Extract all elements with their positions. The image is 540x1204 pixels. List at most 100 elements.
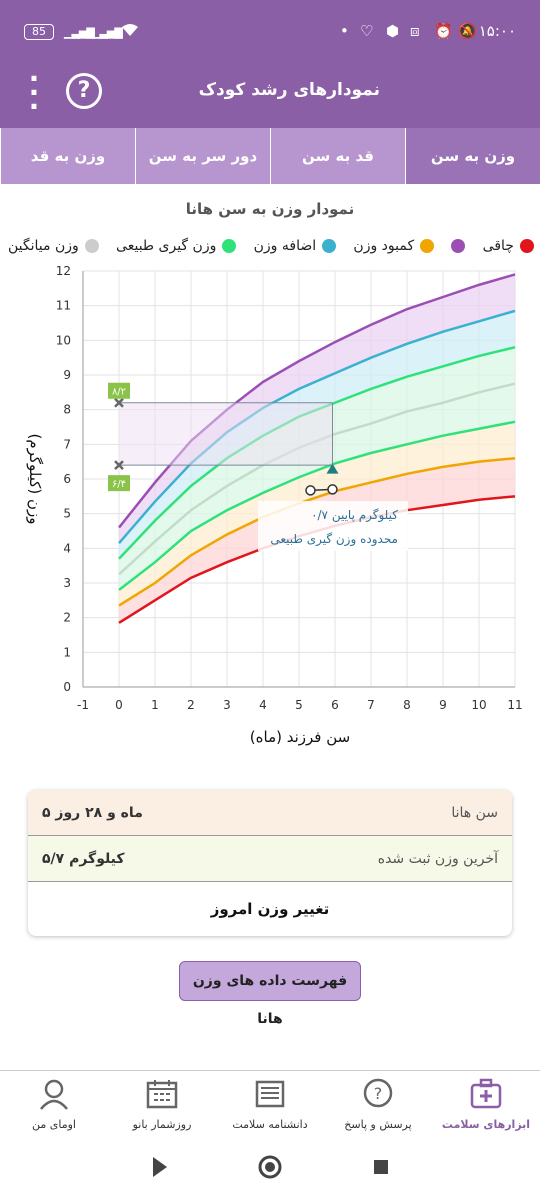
x-tick-label: 4 (259, 698, 267, 712)
chart-band (119, 458, 515, 623)
legend-dot-icon (420, 239, 435, 253)
info-card: ۵ ماه و ۲۸ روز سن هانا ۵/۷ کیلوگرم آخرین… (28, 790, 512, 936)
age-value: ۵ ماه و ۲۸ روز (42, 804, 143, 821)
weight-row: ۵/۷ کیلوگرم آخرین وزن ثبت شده (28, 836, 512, 882)
upper-value-label: ۸/۲ (112, 387, 126, 398)
nav-health-tools[interactable]: ابزارهای سلامت (436, 1071, 536, 1138)
weight-chart[interactable]: -1 0 1 2 3 4 5 6 7 8 9 10 110123456789101112۸/۲۶/۴۰/… (0, 255, 540, 725)
y-tick-label: 6 (63, 472, 71, 486)
normal-range-triangle (326, 463, 339, 474)
lower-value-label: ۶/۴ (112, 479, 126, 490)
heart-icon: ♡ (360, 22, 374, 40)
signal-icon: ▁▃▅▇ (64, 26, 95, 39)
home-icon[interactable] (258, 1155, 282, 1179)
legend-item-normal: وزن گیری طبیعی (116, 238, 237, 254)
upper-value-badge (108, 382, 130, 399)
lower-x-marker (114, 460, 124, 471)
x-tick-label: -1 (77, 698, 89, 712)
signal-icon-2: ▁▃▅▇ (92, 26, 123, 39)
series-line (118, 456, 516, 607)
legend-item-overweight: اضافه وزن (254, 238, 337, 254)
chart-band (119, 421, 515, 606)
nav-calendar[interactable]: روزشمار بانو (112, 1071, 212, 1138)
recents-icon[interactable] (374, 1160, 388, 1174)
legend-item-average: وزن میانگین (8, 238, 99, 254)
bell-off-icon: 🔕 (458, 22, 477, 40)
upper-x-marker (114, 397, 124, 408)
chart-band (119, 274, 515, 544)
y-axis-label: وزن (کیلوگرم) (26, 433, 44, 524)
system-nav-bar (0, 1140, 540, 1200)
annotation-line-2: محدوده وزن گیری طبیعی (270, 532, 398, 547)
weight-value: ۵/۷ کیلوگرم (42, 850, 125, 867)
battery-indicator: 85 (24, 24, 54, 40)
annotation-box (258, 501, 408, 551)
bottom-nav: ابزارهای سلامت ? پرسش و پاسخ دانشنامه سل… (0, 1070, 540, 1138)
change-weight-button[interactable]: تغییر وزن امروز (210, 900, 330, 918)
legend-dot-icon (519, 239, 534, 253)
x-tick-label: 11 (507, 698, 522, 712)
nav-encyclopedia[interactable]: دانشنامه سلامت (220, 1071, 320, 1138)
app-bar: · · · ? نمودارهای رشد کودک (0, 60, 540, 128)
medical-bag-icon (470, 1078, 502, 1109)
svg-text:?: ? (374, 1084, 383, 1103)
y-tick-label: 7 (63, 437, 71, 451)
x-tick-label: 1 (151, 698, 159, 712)
legend-item-obese-purple (451, 238, 466, 254)
y-tick-label: 3 (63, 576, 71, 590)
user-profile-icon (40, 1079, 68, 1110)
newspaper-icon (255, 1080, 285, 1108)
y-tick-label: 8 (63, 403, 71, 417)
back-icon[interactable] (153, 1157, 167, 1177)
series-line (118, 420, 516, 591)
clock: ۱۵:۰۰ (478, 22, 516, 40)
child-weight-point (327, 484, 338, 495)
legend-item-obese: چاقی (483, 238, 534, 254)
nav-qa[interactable]: ? پرسش و پاسخ (328, 1071, 428, 1138)
x-tick-label: 6 (331, 698, 339, 712)
weight-label: آخرین وزن ثبت شده (377, 850, 498, 867)
x-axis-label: سن فرزند (ماه) (249, 728, 351, 746)
y-tick-label: 4 (63, 541, 71, 555)
child-point-start (305, 485, 316, 496)
page-title: نمودارهای رشد کودک (198, 80, 380, 100)
lower-value-badge (108, 475, 130, 492)
y-tick-label: 5 (63, 507, 71, 521)
calendar-icon (146, 1080, 178, 1109)
box-icon: ⧈ (410, 22, 420, 40)
legend-item-underweight: کمبود وزن (353, 238, 435, 254)
annotation-line-1: ۰/۷ کیلوگرم پایین (311, 508, 398, 523)
y-tick-label: 10 (56, 333, 71, 347)
question-bubble-icon: ? (363, 1078, 393, 1108)
legend-dot-icon (84, 239, 99, 253)
tab-head-for-age[interactable]: دور سر به سن (135, 128, 270, 184)
nav-profile[interactable]: اومای من (4, 1071, 104, 1138)
normal-range-highlight (119, 402, 333, 466)
x-tick-label: 9 (439, 698, 447, 712)
x-tick-label: 8 (403, 698, 411, 712)
x-tick-label: 10 (471, 698, 486, 712)
more-vert-icon[interactable]: · · · (28, 62, 40, 123)
tab-height-for-age[interactable]: قد به سن (270, 128, 405, 184)
question-icon[interactable]: ? (66, 73, 102, 109)
age-label: سن هانا (451, 804, 498, 821)
chart-legend: چاقی کمبود وزن اضافه وزن وزن گیری طبیعی … (8, 238, 534, 254)
tab-weight-for-height[interactable]: وزن به قد (0, 128, 135, 184)
legend-dot-icon (322, 239, 337, 253)
x-tick-label: 2 (187, 698, 195, 712)
tab-weight-for-age[interactable]: وزن به سن (405, 128, 540, 184)
y-tick-label: 1 (63, 645, 71, 659)
y-tick-label: 2 (63, 611, 71, 625)
y-tick-label: 0 (63, 680, 71, 694)
legend-dot-icon (222, 239, 237, 253)
chart-band (119, 383, 515, 590)
legend-dot-icon (451, 239, 466, 253)
age-row: ۵ ماه و ۲۸ روز سن هانا (28, 790, 512, 836)
x-tick-label: 0 (115, 698, 123, 712)
weight-list-button[interactable]: فهرست داده های وزن هانا (179, 961, 361, 1027)
dot-icon: • (340, 22, 349, 40)
series-line (118, 309, 516, 544)
chart-band (119, 347, 515, 575)
y-tick-label: 9 (63, 368, 71, 382)
y-tick-label: 11 (56, 299, 71, 313)
